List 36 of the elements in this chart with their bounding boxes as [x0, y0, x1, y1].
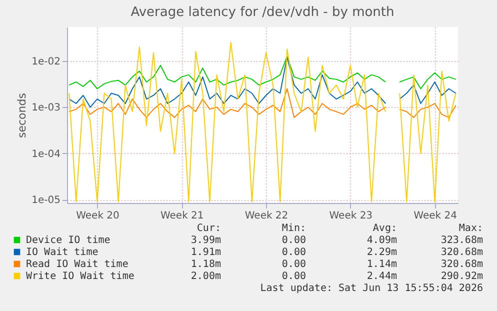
text: 4.09m [366, 235, 397, 246]
x-tick-label: Week 23 [329, 210, 373, 222]
text: 2.00m [190, 271, 221, 282]
text: Max: [458, 223, 483, 234]
y-tick-label: 1e-02 [32, 56, 60, 68]
text: 0.00 [282, 271, 306, 282]
text: Avg: [372, 223, 397, 234]
text: 2.29m [366, 247, 397, 258]
y-tick-label: 1e-03 [32, 102, 60, 114]
text: 0.00 [282, 247, 306, 258]
y-axis-title: seconds [16, 92, 29, 138]
y-tick-label: 1e-05 [32, 195, 60, 206]
text: 323.68m [440, 235, 483, 246]
text: Last update: Sat Jun 13 15:55:04 2026 [260, 283, 483, 294]
text: 290.92m [440, 271, 483, 282]
y-tick-label: 1e-04 [32, 148, 60, 160]
text: 320.68m [440, 259, 483, 270]
text: 1.91m [190, 247, 221, 258]
legend-label: Read IO Wait time [26, 259, 128, 270]
legend-label: Write IO Wait time [26, 271, 134, 282]
text: Cur: [196, 223, 221, 234]
legend-label: Device IO time [26, 235, 110, 246]
text: 1.14m [366, 259, 397, 270]
text: 320.68m [440, 247, 483, 258]
legend-label: IO Wait time [26, 247, 98, 258]
text: 0.00 [282, 235, 306, 246]
text: 0.00 [282, 259, 306, 270]
chart-title: Average latency for /dev/vdh - by month [130, 5, 394, 20]
text: 2.44m [366, 271, 397, 282]
text: 1.18m [190, 259, 221, 270]
x-tick-label: Week 21 [160, 210, 204, 222]
text: 3.99m [190, 235, 221, 246]
text: Min: [282, 223, 306, 234]
x-tick-label: Week 20 [76, 210, 120, 222]
x-tick-label: Week 22 [244, 210, 288, 222]
x-tick-label: Week 24 [414, 210, 457, 222]
